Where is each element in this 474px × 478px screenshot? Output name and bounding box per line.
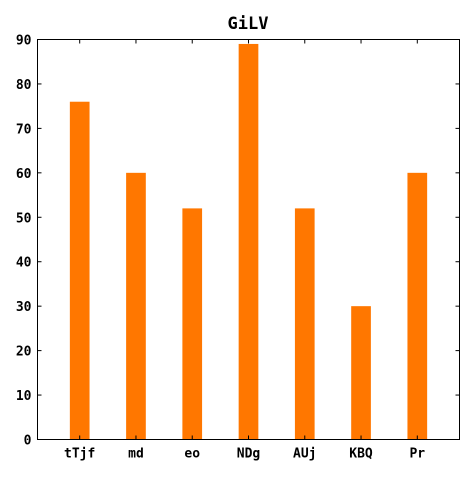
bar-tTjf (69, 101, 90, 440)
bar-md (126, 172, 146, 440)
bar-NDg (238, 43, 259, 440)
x-tick-label: KBQ (349, 447, 373, 462)
bar-AUj (294, 208, 315, 440)
y-tick-label: 70 (16, 122, 32, 137)
bar-KBQ (351, 306, 371, 440)
x-tick-label: AUj (293, 447, 316, 462)
x-tick-label: tTjf (64, 447, 95, 462)
y-tick-label: 30 (16, 300, 32, 315)
plot-frame (37, 39, 460, 440)
ticks-layer: tTjf md eo NDg AUj KBQ Pr 0 10 20 30 40 50 60 70 80 90 (16, 34, 460, 462)
x-tick-label: NDg (237, 447, 260, 462)
x-tick-label: eo (184, 447, 200, 462)
y-tick-label: 20 (16, 345, 32, 360)
bar-Pr (407, 172, 428, 440)
y-tick-label: 90 (16, 34, 32, 49)
y-tick-label: 50 (16, 211, 32, 226)
y-tick-label: 0 (24, 434, 32, 449)
bar-eo (182, 208, 203, 440)
y-tick-label: 40 (16, 256, 32, 271)
bars-layer (69, 43, 428, 440)
x-tick-label: md (128, 447, 144, 462)
y-tick-label: 10 (16, 389, 32, 404)
chart-title: GiLV (228, 14, 269, 34)
x-tick-label: Pr (409, 447, 425, 462)
y-tick-label: 60 (16, 167, 32, 182)
y-tick-label: 80 (16, 78, 32, 93)
